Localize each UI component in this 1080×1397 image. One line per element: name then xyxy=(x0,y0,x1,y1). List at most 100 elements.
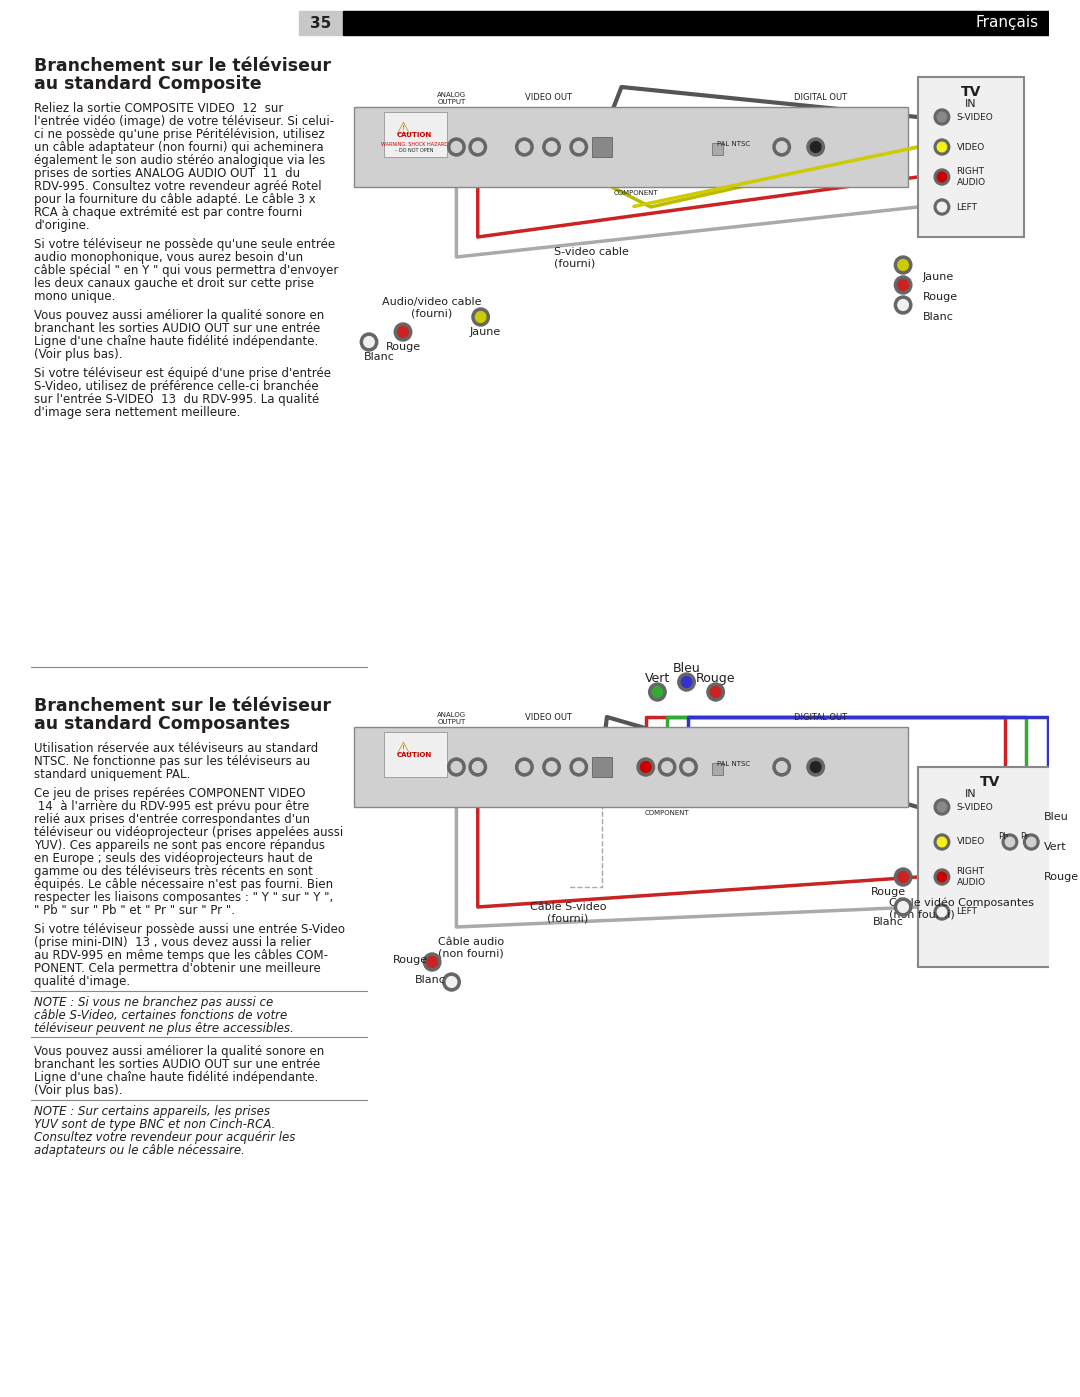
FancyBboxPatch shape xyxy=(592,137,611,156)
Circle shape xyxy=(573,141,584,152)
Circle shape xyxy=(894,277,912,293)
Circle shape xyxy=(1072,812,1080,823)
Circle shape xyxy=(934,109,949,124)
Text: COMPONENT: COMPONENT xyxy=(613,190,659,196)
Circle shape xyxy=(394,323,411,341)
Circle shape xyxy=(937,872,946,882)
Text: Pr: Pr xyxy=(1021,833,1029,841)
Circle shape xyxy=(1072,841,1080,852)
Circle shape xyxy=(1069,868,1080,886)
Text: audio monophonique, vous aurez besoin d'un: audio monophonique, vous aurez besoin d'… xyxy=(33,251,303,264)
Circle shape xyxy=(443,972,460,990)
Text: Blanc: Blanc xyxy=(415,975,446,985)
Text: Si votre téléviseur possède aussi une entrée S-Video: Si votre téléviseur possède aussi une en… xyxy=(33,923,345,936)
Circle shape xyxy=(773,138,791,156)
FancyBboxPatch shape xyxy=(354,726,908,807)
FancyBboxPatch shape xyxy=(354,108,908,187)
Circle shape xyxy=(707,683,725,701)
Circle shape xyxy=(543,138,561,156)
Circle shape xyxy=(897,299,908,310)
Text: VIDEO OUT: VIDEO OUT xyxy=(525,94,572,102)
Text: (Voir plus bas).: (Voir plus bas). xyxy=(33,1084,122,1097)
Circle shape xyxy=(894,296,912,314)
Circle shape xyxy=(810,761,821,773)
Text: Audio/video cable
(fourni): Audio/video cable (fourni) xyxy=(382,298,482,319)
Text: ⚠: ⚠ xyxy=(395,120,410,138)
Circle shape xyxy=(777,761,787,773)
Text: RIGHT
AUDIO: RIGHT AUDIO xyxy=(957,868,986,887)
Circle shape xyxy=(1024,834,1039,849)
Text: RCA à chaque extrémité est par contre fourni: RCA à chaque extrémité est par contre fo… xyxy=(33,205,302,219)
Circle shape xyxy=(777,141,787,152)
FancyBboxPatch shape xyxy=(712,142,724,155)
Circle shape xyxy=(662,761,673,773)
Text: Pb: Pb xyxy=(998,833,1009,841)
Circle shape xyxy=(934,869,949,886)
Text: Rouge: Rouge xyxy=(393,956,429,965)
Text: sur l'entrée S-VIDEO  13  du RDV-995. La qualité: sur l'entrée S-VIDEO 13 du RDV-995. La q… xyxy=(33,393,320,407)
Text: ci ne possède qu'une prise Péritélévision, utilisez: ci ne possède qu'une prise Péritélévisio… xyxy=(33,129,325,141)
Text: Ligne d'une chaîne haute fidélité indépendante.: Ligne d'une chaîne haute fidélité indépe… xyxy=(33,1071,319,1084)
Circle shape xyxy=(451,761,461,773)
Text: Consultez votre revendeur pour acquérir les: Consultez votre revendeur pour acquérir … xyxy=(33,1132,295,1144)
Text: NOTE : Si vous ne branchez pas aussi ce: NOTE : Si vous ne branchez pas aussi ce xyxy=(33,996,273,1009)
Circle shape xyxy=(448,138,465,156)
Text: Jaune: Jaune xyxy=(470,327,501,337)
Circle shape xyxy=(637,759,654,775)
Circle shape xyxy=(807,759,824,775)
Circle shape xyxy=(448,759,465,775)
Text: (Voir plus bas).: (Voir plus bas). xyxy=(33,348,122,360)
Text: DIGITAL OUT: DIGITAL OUT xyxy=(794,712,847,722)
Text: IN: IN xyxy=(966,99,977,109)
Text: ANALOG
OUTPUT: ANALOG OUTPUT xyxy=(437,92,467,105)
Circle shape xyxy=(937,802,946,812)
Circle shape xyxy=(1069,807,1080,826)
Text: gamme ou des téléviseurs très récents en sont: gamme ou des téléviseurs très récents en… xyxy=(33,865,313,877)
Circle shape xyxy=(937,172,946,182)
Circle shape xyxy=(649,683,666,701)
Circle shape xyxy=(897,260,908,271)
Circle shape xyxy=(519,761,529,773)
Text: Vous pouvez aussi améliorer la qualité sonore en: Vous pouvez aussi améliorer la qualité s… xyxy=(33,309,324,321)
FancyBboxPatch shape xyxy=(918,77,1025,237)
Text: Vert: Vert xyxy=(645,672,670,685)
Text: PAL NTSC: PAL NTSC xyxy=(717,761,750,767)
Circle shape xyxy=(937,203,946,212)
Text: en Europe ; seuls des vidéoprojecteurs haut de: en Europe ; seuls des vidéoprojecteurs h… xyxy=(33,852,313,865)
Text: Rouge: Rouge xyxy=(1044,872,1079,882)
Text: S-Video, utilisez de préférence celle-ci branchée: S-Video, utilisez de préférence celle-ci… xyxy=(33,380,319,393)
Text: câble spécial " en Y " qui vous permettra d'envoyer: câble spécial " en Y " qui vous permettr… xyxy=(33,264,338,277)
Circle shape xyxy=(807,138,824,156)
Text: – DO NOT OPEN: – DO NOT OPEN xyxy=(395,148,434,154)
Circle shape xyxy=(894,898,912,916)
Circle shape xyxy=(681,676,692,687)
Text: respecter les liaisons composantes : " Y " sur " Y ",: respecter les liaisons composantes : " Y… xyxy=(33,891,334,904)
Circle shape xyxy=(1002,834,1017,849)
Text: LEFT: LEFT xyxy=(957,908,977,916)
Text: Français: Français xyxy=(976,15,1039,31)
Text: au standard Composite: au standard Composite xyxy=(33,75,261,94)
Text: NTSC. Ne fonctionne pas sur les téléviseurs au: NTSC. Ne fonctionne pas sur les télévise… xyxy=(33,754,310,768)
Text: Si votre téléviseur est équipé d'une prise d'entrée: Si votre téléviseur est équipé d'une pri… xyxy=(33,367,330,380)
Text: prises de sorties ANALOG AUDIO OUT  11  du: prises de sorties ANALOG AUDIO OUT 11 du xyxy=(33,168,300,180)
Text: Branchement sur le téléviseur: Branchement sur le téléviseur xyxy=(33,57,330,75)
Circle shape xyxy=(934,799,949,814)
Circle shape xyxy=(546,761,557,773)
Circle shape xyxy=(773,759,791,775)
Text: équipés. Le câble nécessaire n'est pas fourni. Bien: équipés. Le câble nécessaire n'est pas f… xyxy=(33,877,333,891)
Circle shape xyxy=(1005,837,1014,847)
Circle shape xyxy=(570,759,588,775)
Circle shape xyxy=(934,834,949,849)
Text: TV: TV xyxy=(981,775,1001,789)
Circle shape xyxy=(934,198,949,215)
Text: VIDEO: VIDEO xyxy=(957,837,985,847)
Text: Blanc: Blanc xyxy=(873,916,904,928)
FancyBboxPatch shape xyxy=(592,757,611,777)
FancyBboxPatch shape xyxy=(342,11,1049,35)
Circle shape xyxy=(469,759,486,775)
Text: Ce jeu de prises repérées COMPONENT VIDEO: Ce jeu de prises repérées COMPONENT VIDE… xyxy=(33,787,306,800)
Circle shape xyxy=(423,953,441,971)
Text: LEFT: LEFT xyxy=(957,203,977,211)
Circle shape xyxy=(679,759,698,775)
FancyBboxPatch shape xyxy=(383,112,447,156)
